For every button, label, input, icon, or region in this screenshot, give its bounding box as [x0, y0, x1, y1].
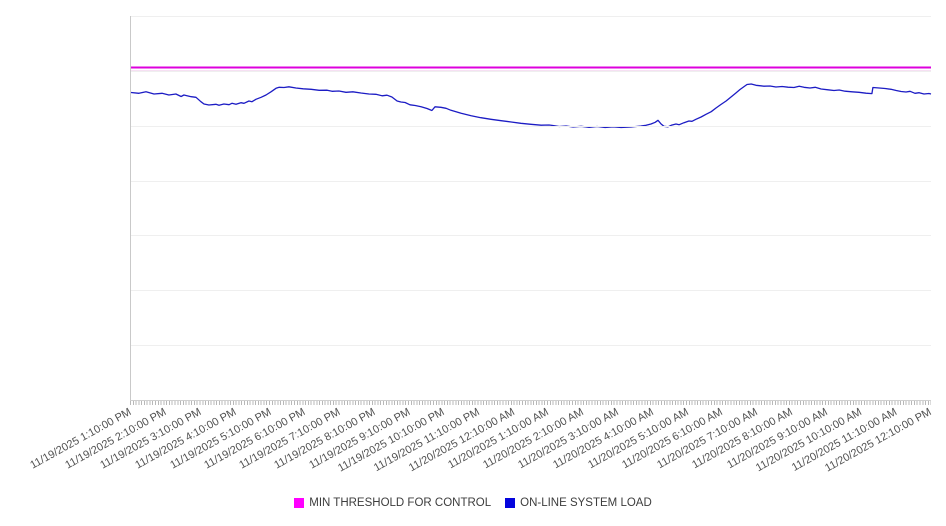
chart-plot-area: [130, 16, 932, 401]
system-load-line: [130, 83, 932, 129]
chart-series-layer: [130, 66, 932, 129]
gridline: [131, 290, 931, 292]
x-axis-minor-ticks: [130, 401, 931, 405]
gridline: [131, 235, 931, 237]
gridline: [131, 70, 931, 72]
gridline: [131, 180, 931, 182]
legend-item[interactable]: ON-LINE SYSTEM LOAD: [505, 497, 652, 509]
legend-label: MIN THRESHOLD FOR CONTROL: [309, 497, 492, 509]
gridline: [131, 345, 931, 347]
gridline: [131, 16, 931, 17]
legend-swatch: [505, 498, 516, 508]
gridline: [131, 125, 931, 127]
chart-legend: MIN THRESHOLD FOR CONTROL ON-LINE SYSTEM …: [0, 497, 946, 509]
legend-label: ON-LINE SYSTEM LOAD: [520, 497, 652, 509]
legend-swatch: [294, 498, 305, 508]
legend-item[interactable]: MIN THRESHOLD FOR CONTROL: [294, 497, 491, 509]
